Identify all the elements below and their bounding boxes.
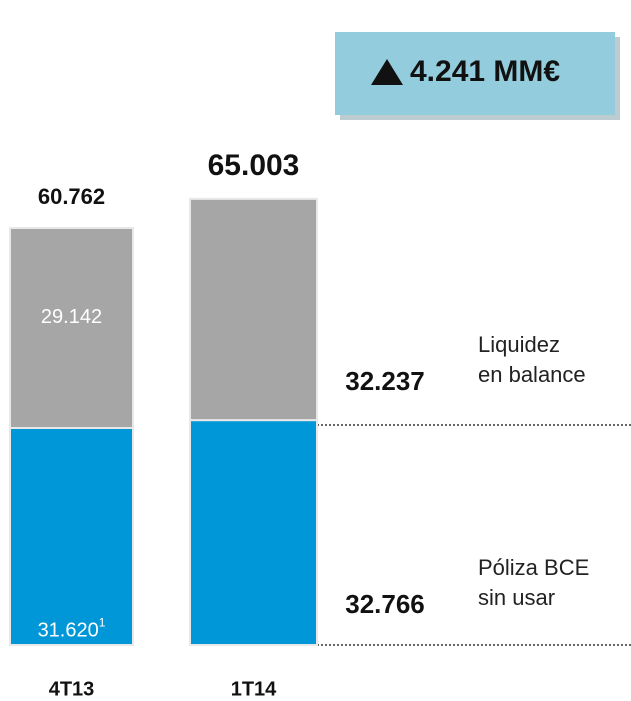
- legend-label: Póliza BCE sin usar: [478, 555, 590, 610]
- footnote-mark: 1: [99, 616, 106, 630]
- bar-segment: [9, 226, 134, 429]
- total-label: 60.762: [38, 184, 105, 209]
- total-label: 65.003: [208, 149, 300, 182]
- x-tick-label: 4T13: [49, 678, 95, 700]
- legend-label: Liquidez en balance: [478, 332, 586, 387]
- bar-segment: [189, 197, 318, 422]
- bar-segment: [9, 426, 134, 646]
- bar-segment: [189, 419, 318, 647]
- value-label-text: 29.142: [41, 306, 102, 328]
- value-label-text: 31.620: [38, 620, 99, 642]
- x-tick-label: 1T14: [231, 678, 277, 700]
- value-label: 32.766: [345, 589, 425, 619]
- value-label: 32.237: [345, 366, 425, 396]
- annotation: 4.241 MM€: [410, 55, 560, 88]
- value-label: 29.142: [41, 306, 102, 328]
- value-label: 31.6201: [38, 616, 106, 642]
- up-arrow: [371, 59, 403, 85]
